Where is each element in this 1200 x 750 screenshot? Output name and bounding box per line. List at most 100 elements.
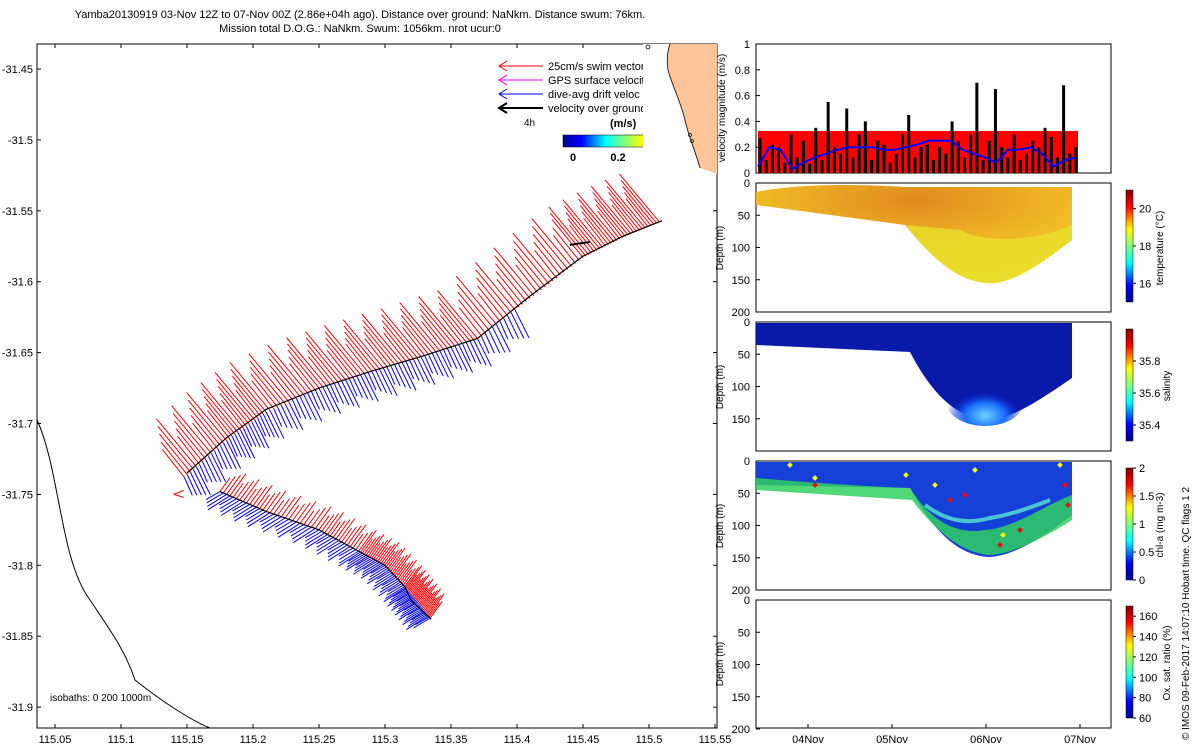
depth-ytick-label: 100 (732, 660, 750, 672)
map-xtick-label: 115.1 (108, 734, 135, 746)
map-ytick-label: -31.75 (2, 489, 33, 501)
chla-depth-label: Depth (m) (715, 504, 726, 548)
colorbar-tick-label: 140 (1139, 632, 1157, 644)
map-ytick-label: -31.8 (8, 560, 33, 572)
colorbar-tick-label: 35.6 (1139, 388, 1160, 400)
map-ytick-label: -31.55 (2, 206, 33, 218)
depth-ytick-label: 150 (732, 692, 750, 704)
colorbar-tick-label: 20 (1139, 204, 1151, 216)
colorbar-tick-label: 80 (1139, 693, 1151, 705)
colorbar-tick-label: 0 (1139, 575, 1145, 587)
vel-ytick-label: 0.6 (735, 91, 750, 103)
depth-ytick-label: 200 (732, 585, 750, 597)
chla-panel: 0 50 100 150 200 Depth (m) 0 0.5 1 1.5 2 chl-a (… (715, 456, 1166, 597)
qc-flag-marker (947, 497, 953, 503)
inset-coastline (666, 43, 701, 169)
time-tick-label: 06Nov (970, 734, 1002, 746)
time-tick-label: 05Nov (876, 734, 908, 746)
qc-flag-marker (1057, 462, 1063, 468)
qc-flag-marker (903, 472, 909, 478)
qc-flag-marker (1065, 502, 1071, 508)
vel-ytick-label: 0.8 (735, 65, 750, 77)
temperature-panel: 0 50 100 150 200 Depth (m) 16 18 20 temperatur… (715, 178, 1166, 319)
depth-ytick-label: 150 (732, 553, 750, 565)
velocity-panel: 0 0.2 0.4 0.6 0.8 1 velocity magnitude (m/s) (717, 39, 1112, 180)
map-ytick-label: -31.45 (2, 64, 33, 76)
legend-item: dive-avg drift veloc (498, 88, 640, 101)
map-xtick-label: 115.2 (240, 734, 267, 746)
legend-label: velocity over ground (548, 103, 646, 115)
map-panel: -31.45 -31.5 -31.55 -31.6 -31.65 -31.7 -31.75 -… (2, 43, 732, 746)
ground-track-line (186, 220, 663, 474)
isobaths-label: isobaths: 0 200 1000m (50, 693, 151, 704)
depth-ytick-label: 150 (732, 414, 750, 426)
qc-flag-marker (787, 462, 793, 468)
time-scale-label: 4h (524, 118, 535, 129)
legend-item: 25cm/s swim vector (498, 60, 645, 73)
ox-depth-label: Depth (m) (715, 642, 726, 686)
ground-track (173, 220, 663, 620)
map-xtick-label: 115.55 (699, 734, 732, 746)
map-xtick-label: 115.15 (171, 734, 204, 746)
temperature-clabel: temperature (°C) (1155, 211, 1166, 286)
colorbar-tick-label: 35.4 (1139, 420, 1160, 432)
map-ytick-label: -31.9 (8, 702, 33, 714)
depth-ytick-label: 0 (744, 317, 750, 329)
drift-velocity-line (757, 139, 1077, 171)
map-xtick-label: 115.45 (567, 734, 600, 746)
credit-text: © IMOS 09-Feb-2017 14:07:10 Hobart time.… (1181, 486, 1192, 740)
vector-track (156, 173, 660, 630)
time-tick-label: 07Nov (1064, 734, 1096, 746)
depth-ytick-label: 0 (744, 595, 750, 607)
colorbar-tick-label: 18 (1139, 241, 1151, 253)
time-axis: 04Nov 05Nov 06Nov 07Nov (792, 724, 1096, 746)
vel-ytick-label: 0.2 (735, 142, 750, 154)
depth-ytick-label: 0 (744, 456, 750, 468)
colorbar-tick-label: 2 (1139, 463, 1145, 475)
depth-ytick-label: 150 (732, 275, 750, 287)
colorbar-tick-label: 1.5 (1139, 491, 1154, 503)
qc-flag-marker (1017, 527, 1023, 533)
colorbar-tick-label: 160 (1139, 611, 1157, 623)
legend-label: 25cm/s swim vector (548, 61, 645, 73)
depth-ytick-label: 100 (732, 521, 750, 533)
temp-depth-label: Depth (m) (715, 226, 726, 270)
legend-label: dive-avg drift veloc (548, 89, 640, 101)
coastline (36, 419, 211, 729)
map-xtick-label: 115.4 (504, 734, 531, 746)
map-ytick-label: -31.65 (2, 348, 33, 360)
oxygen-clabel: Ox. sat. ratio (%) (1162, 625, 1173, 700)
depth-ytick-label: 50 (738, 349, 750, 361)
oxygen-colorbar (1125, 605, 1134, 719)
sal-depth-label: Depth (m) (715, 365, 726, 409)
colorbar-tick-label: 0.5 (1139, 547, 1154, 559)
depth-ytick-label: 50 (738, 488, 750, 500)
qc-flag-marker (812, 482, 818, 488)
map-legend: 25cm/s swim vector GPS surface velocity di… (494, 57, 666, 115)
vel-ytick-label: 0 (744, 168, 750, 180)
chla-colorbar (1125, 467, 1134, 581)
colorbar-tick-label: 0 (570, 152, 576, 164)
colorbar-tick-label: 1 (1139, 519, 1145, 531)
map-axes-box (36, 43, 718, 729)
colorbar-tick-label: 100 (1139, 672, 1157, 684)
map-xtick-label: 115.25 (303, 734, 336, 746)
salinity-panel: 0 50 100 150 Depth (m) 35.4 35.6 35.8 salinit… (715, 317, 1173, 452)
colorbar-label: (m/s) (610, 118, 637, 130)
temperature-colorbar (1125, 189, 1134, 303)
qc-flag-marker (812, 475, 818, 481)
depth-ytick-label: 50 (738, 627, 750, 639)
legend-label: GPS surface velocity (548, 75, 651, 87)
depth-ytick-label: 100 (732, 382, 750, 394)
swim-speed-bar (758, 131, 1078, 173)
figure-title-line1: Yamba20130919 03-Nov 12Z to 07-Nov 00Z (… (74, 9, 646, 21)
qc-flag-marker (1062, 482, 1068, 488)
map-xtick-label: 115.3 (372, 734, 399, 746)
qc-flag-marker (932, 482, 938, 488)
map-xtick-label: 115.05 (39, 734, 72, 746)
map-ytick-label: -31.5 (8, 135, 33, 147)
legend-item: GPS surface velocity (498, 74, 651, 87)
depth-ytick-label: 200 (732, 307, 750, 319)
